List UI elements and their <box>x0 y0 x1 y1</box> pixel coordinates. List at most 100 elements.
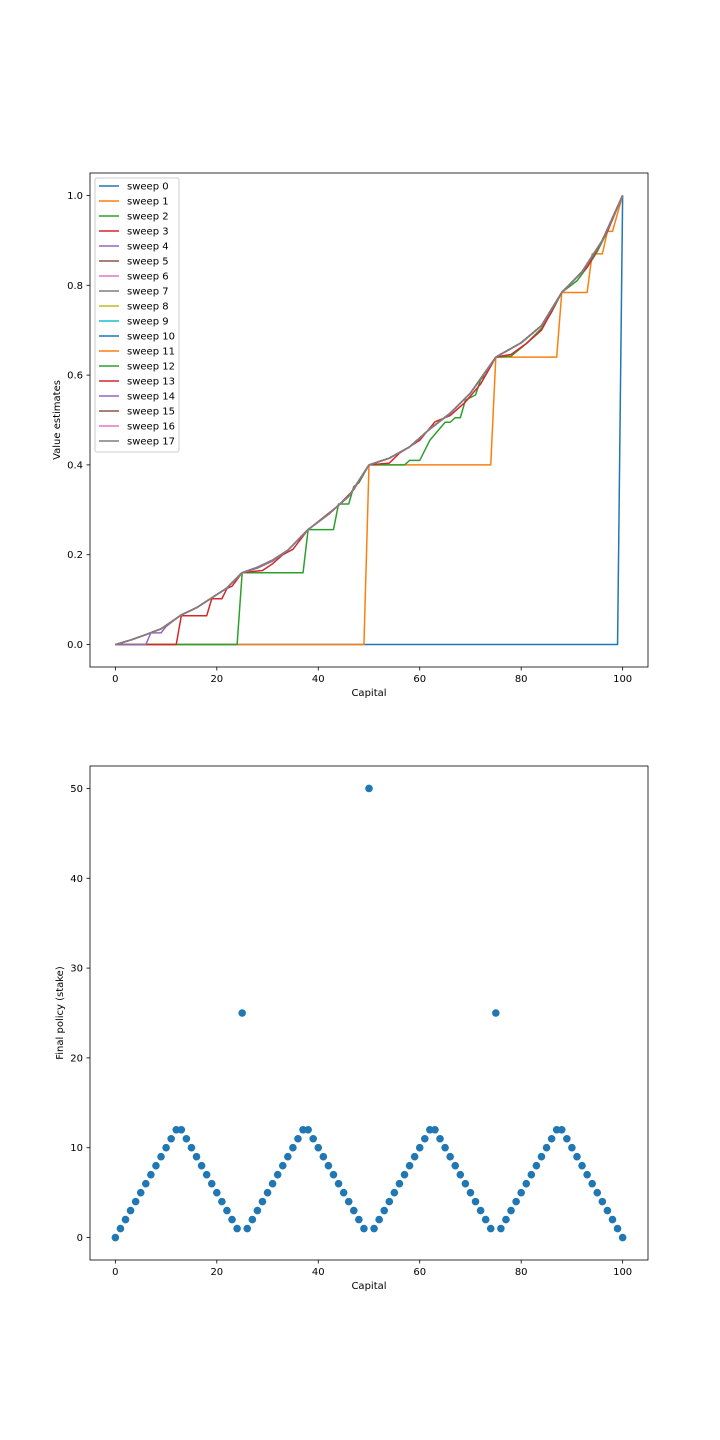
y-tick-label: 30 <box>70 964 83 975</box>
series-line-sweep-17 <box>115 195 624 646</box>
value-estimates-chart: 0 20 40 60 80 100 0.00.20.40.60.81.0 Capital … <box>52 172 649 699</box>
policy-point <box>233 1224 241 1233</box>
policy-point <box>466 1188 475 1197</box>
policy-point <box>486 1224 495 1233</box>
policy-point <box>400 1170 409 1179</box>
legend-label: sweep 16 <box>127 422 175 433</box>
y-tick-label: 0.0 <box>67 640 83 651</box>
policy-point <box>608 1215 617 1224</box>
policy-point <box>116 1224 125 1233</box>
policy-point <box>202 1170 211 1179</box>
legend-label: sweep 7 <box>127 287 169 298</box>
policy-point <box>121 1215 130 1224</box>
final-policy-chart: 0 20 40 60 80 100 0 10 20 30 40 50 Capital Final p… <box>55 765 649 1292</box>
policy-point <box>481 1215 490 1224</box>
policy-point <box>284 1152 292 1161</box>
x-axis-label: Capital <box>351 688 386 699</box>
legend-label: sweep 2 <box>127 212 169 223</box>
policy-point <box>527 1170 536 1179</box>
y-tick-label: 0.4 <box>67 460 83 471</box>
policy-point <box>309 1134 318 1143</box>
policy-point <box>273 1170 282 1179</box>
policy-point <box>167 1134 175 1143</box>
policy-point <box>304 1125 312 1134</box>
legend-label: sweep 9 <box>127 317 169 328</box>
policy-point <box>142 1179 150 1188</box>
policy-point <box>152 1161 160 1170</box>
policy-point <box>532 1161 541 1170</box>
policy-point <box>385 1197 394 1206</box>
y-axis-label: Value estimates <box>52 380 63 460</box>
y-tick-label: 40 <box>70 874 83 885</box>
policy-point <box>598 1197 607 1206</box>
policy-point <box>177 1125 186 1134</box>
legend-label: sweep 0 <box>127 182 169 193</box>
policy-point <box>258 1197 267 1206</box>
policy-point <box>334 1179 343 1188</box>
policy-point <box>294 1134 302 1143</box>
policy-point <box>349 1206 358 1215</box>
policy-point <box>557 1125 566 1134</box>
y-tick-label: 0.6 <box>67 371 83 382</box>
policy-point <box>223 1206 231 1215</box>
x-tick-label: 60 <box>413 674 426 685</box>
policy-point <box>421 1134 429 1143</box>
policy-point <box>253 1206 262 1215</box>
policy-point <box>218 1197 226 1206</box>
policy-point <box>213 1188 221 1197</box>
policy-point <box>182 1134 191 1143</box>
y-tick-label: 0.8 <box>67 281 83 292</box>
y-tick-label: 50 <box>70 784 83 795</box>
policy-point <box>507 1206 515 1215</box>
policy-point <box>314 1143 323 1152</box>
policy-point <box>395 1179 404 1188</box>
policy-point <box>578 1161 586 1170</box>
policy-point <box>476 1206 485 1215</box>
policy-point <box>405 1161 414 1170</box>
policy-point <box>497 1224 505 1233</box>
policy-point <box>375 1215 383 1224</box>
legend-label: sweep 1 <box>127 197 169 208</box>
policy-point <box>522 1179 531 1188</box>
policy-point <box>618 1233 627 1242</box>
policy-point <box>324 1161 333 1170</box>
policy-point <box>583 1170 591 1179</box>
policy-point <box>207 1179 216 1188</box>
policy-point <box>289 1143 297 1152</box>
legend-label: sweep 10 <box>127 332 175 343</box>
policy-point <box>147 1170 155 1179</box>
x-tick-label: 0 <box>112 1267 118 1278</box>
legend-label: sweep 12 <box>127 362 175 373</box>
policy-point <box>157 1152 165 1161</box>
policy-point <box>573 1152 581 1161</box>
policy-point <box>512 1197 520 1206</box>
policy-point <box>131 1197 140 1206</box>
policy-point <box>329 1170 338 1179</box>
policy-point <box>344 1197 353 1206</box>
policy-point <box>568 1143 576 1152</box>
legend-label: sweep 13 <box>127 377 175 388</box>
y-axis-label: Final policy (stake) <box>55 966 66 1060</box>
legend-label: sweep 8 <box>127 302 169 313</box>
legend-label: sweep 14 <box>127 392 175 403</box>
policy-point <box>355 1215 363 1224</box>
policy-point <box>593 1188 602 1197</box>
policy-point <box>461 1179 470 1188</box>
plot-area-1 <box>89 172 649 668</box>
policy-point <box>517 1188 525 1197</box>
legend-label: sweep 3 <box>127 227 169 238</box>
legend-label: sweep 6 <box>127 272 169 283</box>
legend-label: sweep 17 <box>127 437 175 448</box>
policy-point <box>136 1188 145 1197</box>
policy-point <box>563 1134 571 1143</box>
policy-point <box>111 1233 120 1242</box>
x-tick-label: 80 <box>515 1267 528 1278</box>
policy-point <box>278 1161 287 1170</box>
y-tick-label: 20 <box>70 1053 83 1064</box>
policy-point <box>390 1188 399 1197</box>
policy-point <box>339 1188 348 1197</box>
policy-point <box>431 1125 439 1134</box>
x-tick-label: 60 <box>413 1267 426 1278</box>
policy-point <box>542 1143 551 1152</box>
